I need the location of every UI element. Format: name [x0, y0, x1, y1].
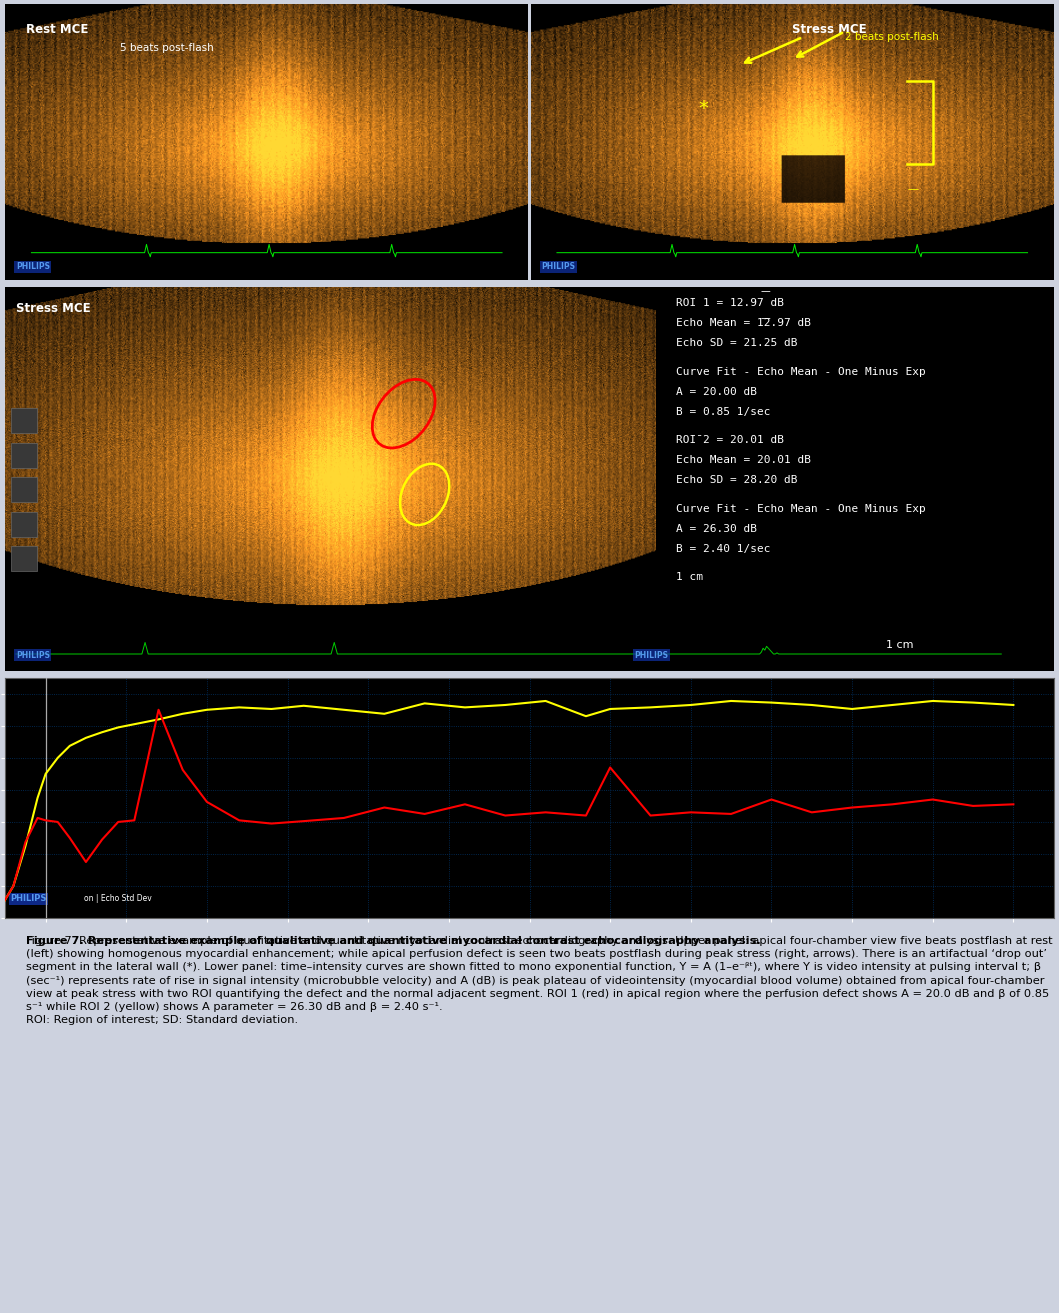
Text: —: —: [760, 286, 770, 297]
Text: A = 26.30 dB: A = 26.30 dB: [677, 524, 757, 533]
Text: Curve Fit - Echo Mean - One Minus Exp: Curve Fit - Echo Mean - One Minus Exp: [677, 366, 926, 377]
Text: 1 cm: 1 cm: [677, 572, 703, 582]
Text: 1 cm: 1 cm: [886, 641, 914, 650]
Text: PHILIPS: PHILIPS: [16, 651, 50, 660]
Text: Echo SD = 28.20 dB: Echo SD = 28.20 dB: [677, 475, 797, 486]
Text: Stress MCE: Stress MCE: [792, 24, 867, 37]
Text: —: —: [908, 184, 918, 194]
Text: B = 2.40 1/sec: B = 2.40 1/sec: [677, 544, 771, 554]
Text: PHILIPS: PHILIPS: [634, 651, 668, 660]
Text: *: *: [698, 100, 708, 118]
Text: PHILIPS: PHILIPS: [16, 263, 50, 272]
Text: B = 0.85 1/sec: B = 0.85 1/sec: [677, 407, 771, 416]
Bar: [11, 477, 37, 502]
Text: ROI¯2 = 20.01 dB: ROI¯2 = 20.01 dB: [677, 435, 785, 445]
Text: Echo SD = 21.25 dB: Echo SD = 21.25 dB: [677, 339, 797, 348]
Text: Rest MCE: Rest MCE: [26, 24, 89, 37]
Text: 2 beats post-flash: 2 beats post-flash: [844, 32, 938, 42]
Text: Echo Mean = 20.01 dB: Echo Mean = 20.01 dB: [677, 456, 811, 465]
Text: PHILIPS: PHILIPS: [11, 894, 47, 903]
Bar: [11, 546, 37, 571]
Text: —: —: [760, 314, 770, 323]
Text: ROI 1 = 12.97 dB: ROI 1 = 12.97 dB: [677, 298, 785, 309]
Text: on | Echo Std Dev: on | Echo Std Dev: [84, 894, 151, 903]
Text: PHILIPS: PHILIPS: [541, 263, 575, 272]
Text: Figure 7. Representative example of qualitative and quantitative myocardial cont: Figure 7. Representative example of qual…: [26, 936, 761, 947]
Text: Stress MCE: Stress MCE: [16, 302, 90, 315]
Bar: [11, 408, 37, 433]
Bar: [11, 512, 37, 537]
Text: Absolute Time (sec): Absolute Time (sec): [859, 940, 955, 949]
Text: Curve Fit - Echo Mean - One Minus Exp: Curve Fit - Echo Mean - One Minus Exp: [677, 504, 926, 513]
Text: Echo Mean = 12.97 dB: Echo Mean = 12.97 dB: [677, 318, 811, 328]
Text: A = 20.00 dB: A = 20.00 dB: [677, 387, 757, 397]
Text: Figure 7. Representative example of qualitative and quantitative myocardial cont: Figure 7. Representative example of qual…: [26, 936, 1053, 1025]
Text: 5 beats post-flash: 5 beats post-flash: [121, 42, 214, 53]
Bar: [11, 442, 37, 467]
